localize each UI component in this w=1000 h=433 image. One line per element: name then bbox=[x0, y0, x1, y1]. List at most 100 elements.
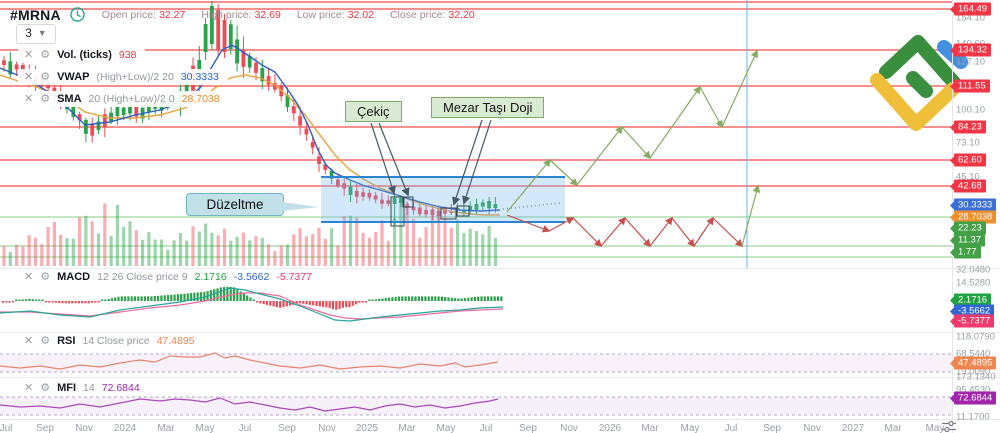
doji-annotation-text: Mezar Taşı Doji bbox=[443, 100, 533, 115]
projection-segment[interactable] bbox=[699, 86, 723, 129]
macd-histogram-bar bbox=[381, 298, 384, 301]
projection-segment[interactable] bbox=[671, 217, 695, 248]
pattern-highlight-box[interactable] bbox=[456, 205, 470, 217]
consolidation-box[interactable] bbox=[321, 177, 565, 222]
candle-body bbox=[424, 209, 428, 215]
close-icon[interactable]: ✕ bbox=[24, 92, 34, 105]
close-icon[interactable]: ✕ bbox=[24, 381, 34, 394]
macd-histogram-bar bbox=[490, 296, 493, 301]
projection-segment[interactable] bbox=[506, 214, 551, 233]
volume-bar bbox=[128, 221, 132, 266]
projection-segment[interactable] bbox=[506, 158, 551, 213]
candle-body bbox=[134, 106, 139, 117]
close-icon[interactable]: ✕ bbox=[24, 270, 34, 283]
macd-histogram-bar bbox=[467, 297, 470, 301]
projection-segment[interactable] bbox=[572, 217, 603, 248]
macd-histogram-bar bbox=[275, 301, 278, 308]
price-tick: 95.4530 bbox=[956, 384, 991, 396]
volume-bar bbox=[260, 237, 264, 266]
projection-segment[interactable] bbox=[624, 217, 652, 248]
macd-histogram-bar bbox=[1, 301, 5, 303]
time-tick: May bbox=[436, 423, 456, 433]
indicator-row-mfi: ✕ ⚙ MFI 14 72.6844 bbox=[18, 380, 149, 396]
price-tick: 14.5280 bbox=[956, 277, 991, 289]
candle-body bbox=[128, 101, 132, 114]
projection-segment[interactable] bbox=[549, 159, 579, 187]
pattern-highlight-box[interactable] bbox=[402, 196, 414, 208]
volume-bar bbox=[84, 215, 88, 266]
indicator-value: 72.6844 bbox=[101, 382, 140, 394]
close-icon[interactable]: ✕ bbox=[24, 334, 34, 347]
macd-histogram-bar bbox=[477, 296, 480, 301]
projection-segment[interactable] bbox=[600, 216, 627, 247]
macd-histogram-bar bbox=[427, 296, 430, 301]
price-tick: 73.10 bbox=[956, 137, 980, 149]
gear-icon[interactable]: ⚙ bbox=[40, 92, 51, 105]
volume-bar bbox=[443, 217, 447, 266]
volume-bar bbox=[493, 238, 497, 266]
gravestone-doji-annotation[interactable]: Mezar Taşı Doji bbox=[431, 97, 545, 118]
projection-segment[interactable] bbox=[741, 184, 761, 247]
candle-body bbox=[210, 6, 214, 44]
macd-histogram-bar bbox=[21, 299, 24, 301]
projection-segment[interactable] bbox=[649, 216, 673, 247]
macd-histogram-bar bbox=[94, 301, 97, 303]
indicator-row-macd: ✕ ⚙ MACD 12 26 Close price 9 2.1716 -3.5662 -5… bbox=[18, 269, 321, 285]
macd-histogram-bar bbox=[28, 298, 31, 301]
correction-callout[interactable]: Düzeltme bbox=[186, 193, 319, 216]
time-tick: Mar bbox=[398, 423, 416, 433]
timeframe-value: 3 bbox=[25, 28, 32, 40]
close-icon[interactable]: ✕ bbox=[24, 70, 34, 83]
volume-bar bbox=[115, 204, 119, 266]
projection-segment[interactable] bbox=[649, 85, 701, 159]
projection-segment[interactable] bbox=[693, 216, 714, 247]
projection-segment[interactable] bbox=[721, 49, 758, 128]
indicator-params: 12 26 Close price 9 bbox=[97, 271, 188, 283]
candle-body bbox=[285, 95, 290, 108]
volume-bar bbox=[166, 249, 170, 266]
projection-segment[interactable] bbox=[712, 217, 744, 248]
gear-icon[interactable]: ⚙ bbox=[40, 334, 51, 347]
price-badge: 22.23 bbox=[954, 221, 986, 235]
gear-icon[interactable]: ⚙ bbox=[40, 48, 51, 61]
axis-settings-icon[interactable] bbox=[941, 420, 957, 433]
session-clock-icon[interactable] bbox=[69, 6, 86, 23]
macd-histogram-bar bbox=[328, 301, 331, 308]
symbol-name[interactable]: #MRNA bbox=[10, 6, 61, 23]
low-value: 32.02 bbox=[347, 8, 374, 21]
hammer-annotation[interactable]: Çekiç bbox=[345, 101, 402, 122]
indicator-name: SMA bbox=[57, 93, 82, 105]
close-icon[interactable]: ✕ bbox=[24, 48, 34, 61]
gear-icon[interactable]: ⚙ bbox=[40, 270, 51, 283]
macd-histogram-bar bbox=[437, 296, 440, 301]
timeframe-selector[interactable]: 3 ▼ bbox=[16, 24, 56, 44]
macd-histogram-bar bbox=[87, 301, 90, 304]
macd-histogram-bar bbox=[229, 287, 232, 301]
candle-body bbox=[14, 64, 19, 70]
macd-histogram-bar bbox=[196, 292, 199, 301]
macd-histogram-bar bbox=[18, 299, 21, 301]
candle-body bbox=[392, 198, 397, 204]
projection-segment[interactable] bbox=[621, 126, 652, 160]
macd-histogram-bar bbox=[183, 293, 186, 301]
projection-segment[interactable] bbox=[548, 217, 575, 232]
volume-bar bbox=[367, 237, 371, 266]
volume-bar bbox=[33, 237, 38, 266]
candle-body bbox=[487, 201, 491, 209]
gear-icon[interactable]: ⚙ bbox=[40, 381, 51, 394]
gear-icon[interactable]: ⚙ bbox=[40, 70, 51, 83]
pattern-highlight-box[interactable] bbox=[440, 207, 457, 220]
macd-histogram-bar bbox=[447, 297, 450, 301]
macd-histogram-bar bbox=[223, 287, 226, 301]
volume-bar bbox=[380, 220, 384, 266]
volume-bar bbox=[405, 202, 409, 266]
pattern-highlight-box[interactable] bbox=[390, 196, 405, 227]
projection-segment[interactable] bbox=[576, 125, 623, 186]
macd-histogram-bar bbox=[124, 296, 127, 301]
macd-histogram-bar bbox=[358, 301, 361, 303]
open-value: 32.27 bbox=[159, 8, 186, 21]
macd-histogram-bar bbox=[361, 301, 364, 303]
macd-histogram-bar bbox=[44, 301, 47, 303]
volume-bar bbox=[418, 237, 422, 266]
